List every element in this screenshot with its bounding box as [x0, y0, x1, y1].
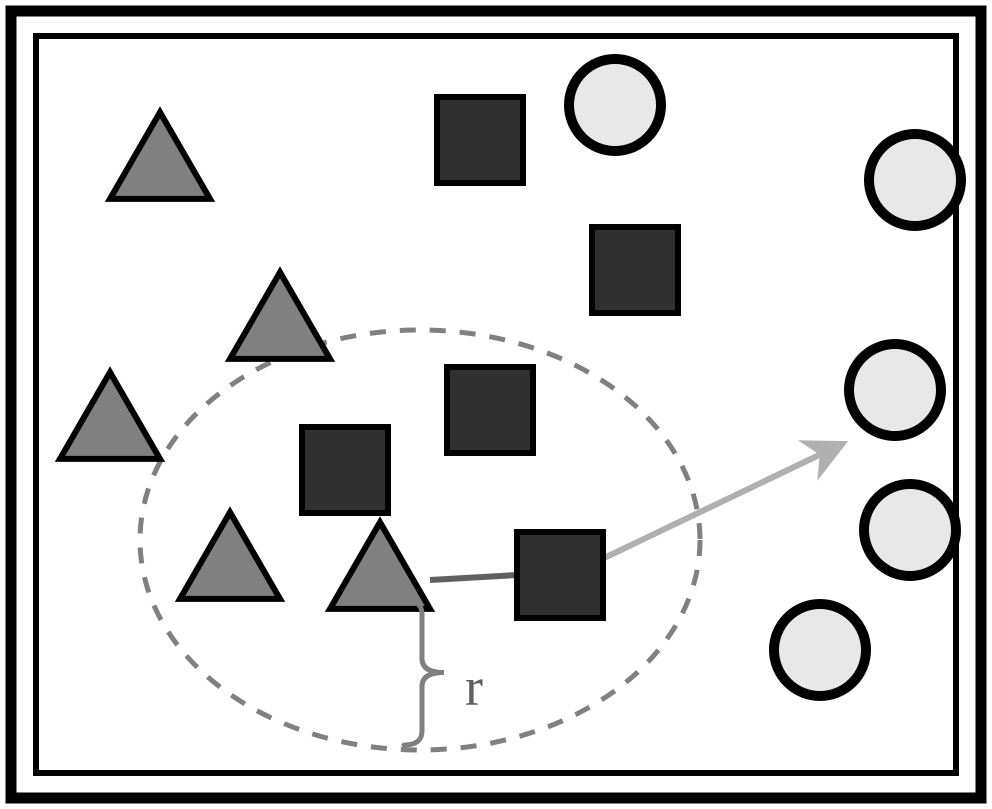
triangle-node-3: [60, 372, 160, 459]
circles-layer: [569, 59, 961, 696]
squares-layer: [302, 97, 678, 618]
triangles-layer: [60, 112, 430, 609]
triangle-node-2: [230, 272, 330, 359]
circle-node-5: [774, 604, 866, 696]
diagram-svg: r: [0, 0, 992, 809]
radius-brace-icon: [404, 600, 444, 745]
square-node-2: [592, 227, 678, 313]
meanshift-arrow-icon: [600, 445, 840, 560]
arrow-layer: [600, 445, 840, 560]
square-node-1: [437, 97, 523, 183]
triangle-node-1: [110, 112, 210, 199]
circle-node-2: [869, 134, 961, 226]
brace-layer: [404, 600, 444, 745]
connector-edge: [430, 575, 517, 580]
diagram-frame: r: [0, 0, 992, 809]
circle-node-1: [569, 59, 661, 151]
square-node-5: [517, 532, 603, 618]
triangle-node-4: [180, 512, 280, 599]
circle-node-4: [864, 484, 956, 576]
square-node-4: [302, 427, 388, 513]
circle-node-3: [849, 344, 941, 436]
edge-layer: [430, 575, 517, 580]
radius-label: r: [465, 657, 483, 717]
square-node-3: [447, 367, 533, 453]
triangle-node-5: [330, 522, 430, 609]
